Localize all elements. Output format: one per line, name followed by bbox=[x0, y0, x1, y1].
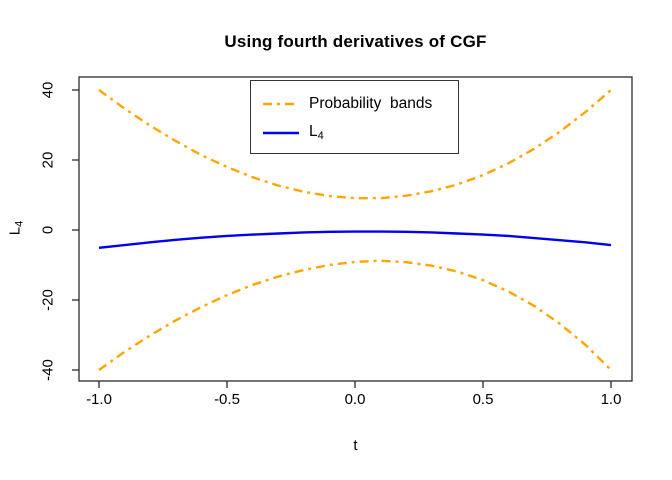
legend-item-l4: L4 bbox=[251, 118, 458, 147]
legend-item-probability-bands: Probability bands bbox=[251, 89, 458, 118]
legend-label-probability-bands: Probability bands bbox=[309, 94, 433, 112]
y-tick-label: 0 bbox=[39, 226, 56, 234]
legend-l4-subscript: 4 bbox=[317, 130, 324, 142]
x-axis-label: t bbox=[353, 437, 358, 454]
x-tick-label: 0.5 bbox=[473, 391, 494, 408]
series-curve-1 bbox=[98, 259, 612, 371]
solid-line-sample-icon bbox=[263, 131, 299, 134]
y-axis-label-main: L bbox=[6, 226, 24, 236]
series-curve-0 bbox=[98, 89, 612, 200]
x-tick-label: 1.0 bbox=[601, 391, 622, 408]
legend-box: Probability bands L4 bbox=[250, 80, 459, 154]
legend-l4-main: L bbox=[309, 123, 318, 140]
y-tick-label: 20 bbox=[39, 152, 56, 169]
y-axis-label: L4 bbox=[7, 221, 26, 235]
chart-title: Using fourth derivatives of CGF bbox=[224, 32, 487, 51]
series-curve-2 bbox=[98, 230, 612, 249]
y-axis-label-subscript: 4 bbox=[13, 220, 26, 227]
x-tick-label: -1.0 bbox=[86, 391, 112, 408]
y-tick-label: -40 bbox=[39, 359, 56, 381]
x-tick-label: -0.5 bbox=[214, 391, 240, 408]
dashdot-line-sample-icon bbox=[263, 102, 299, 105]
y-tick-label: 40 bbox=[39, 82, 56, 99]
legend-label-l4: L4 bbox=[309, 123, 324, 142]
x-tick-label: 0.0 bbox=[345, 391, 366, 408]
y-tick-label: -20 bbox=[39, 289, 56, 311]
